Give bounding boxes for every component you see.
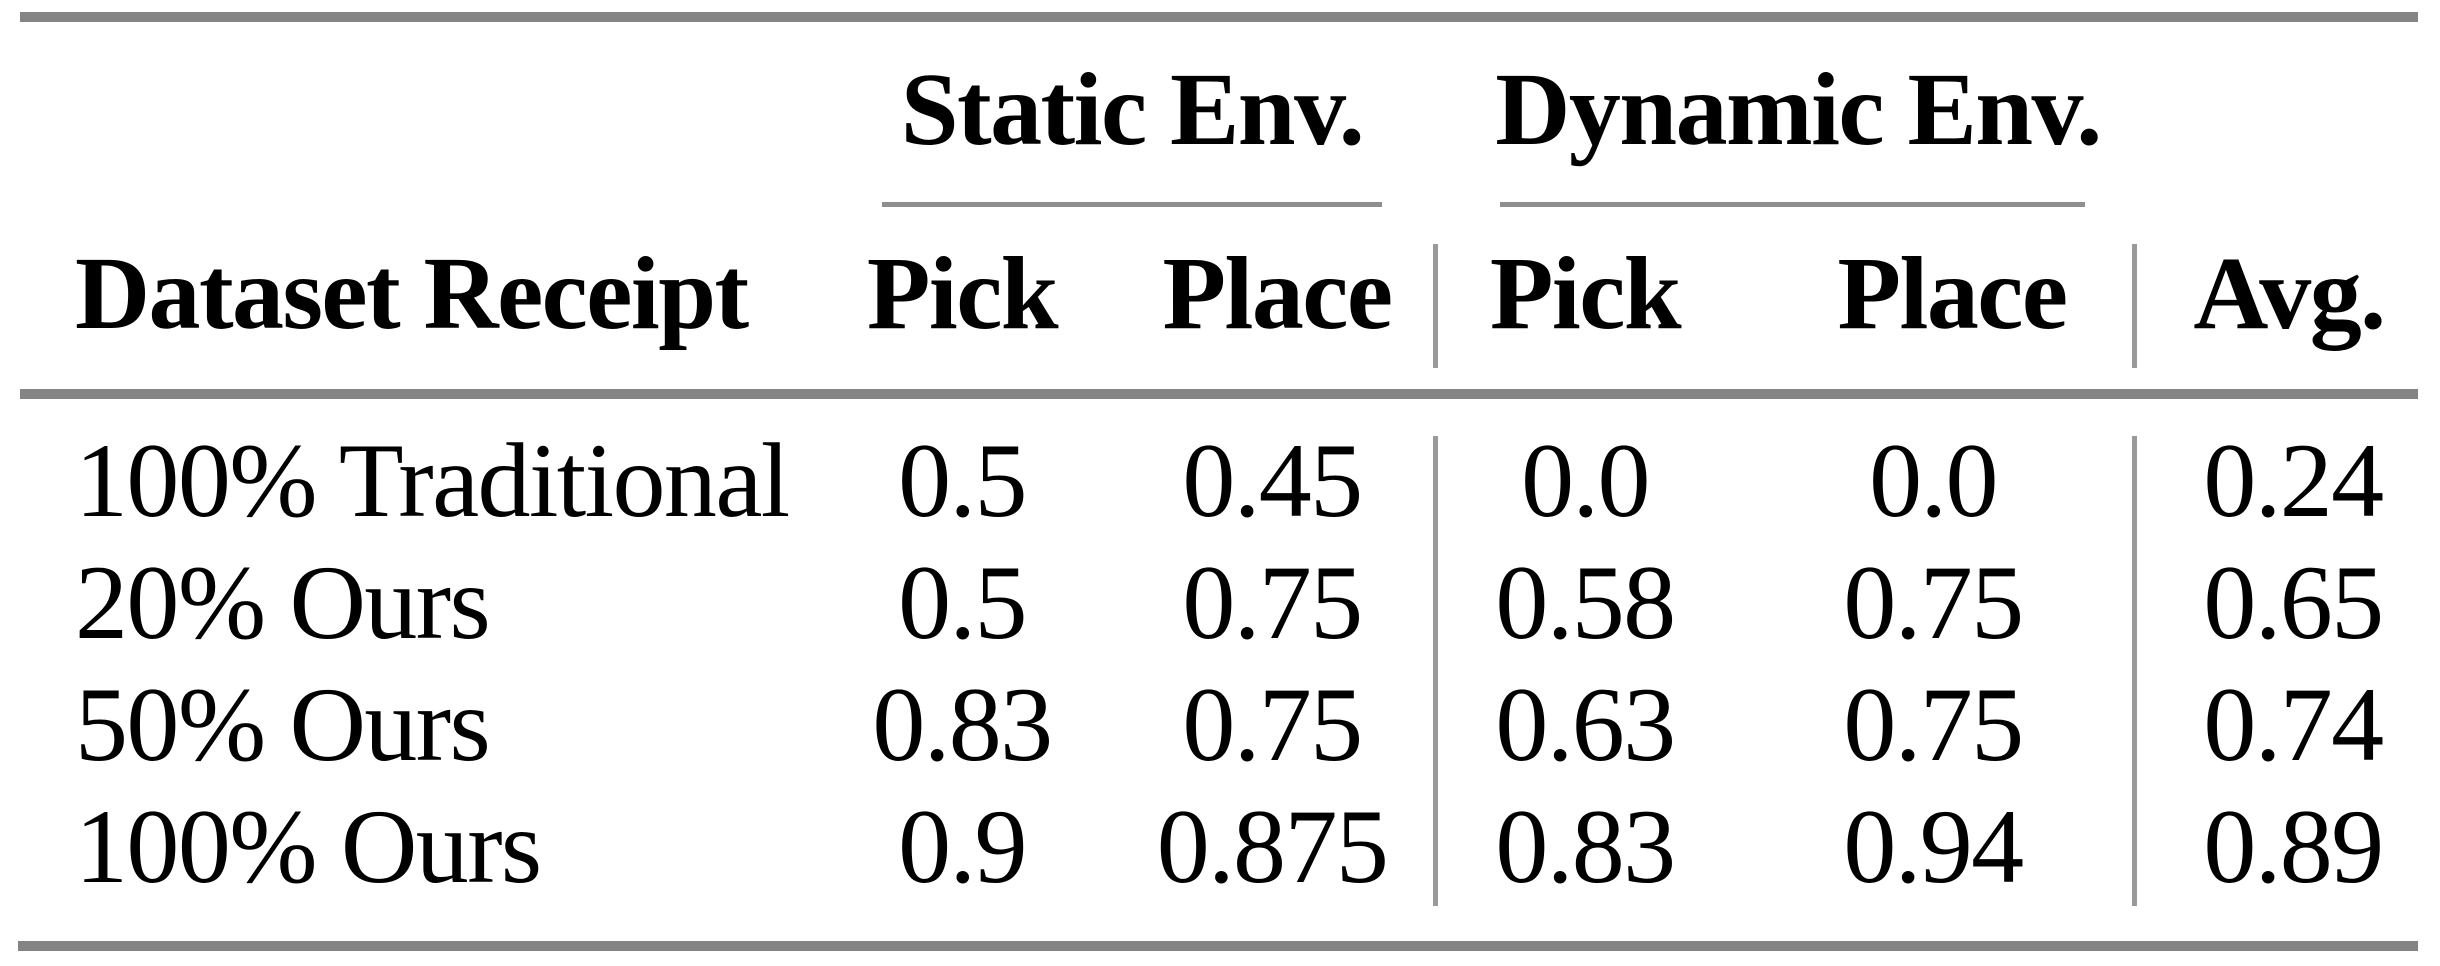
cell-avg: 0.65 [2203,543,2384,661]
top-rule [20,12,2418,22]
cell-dynamic-place: 0.75 [1843,665,2024,783]
header-dataset-receipt: Dataset Receipt [75,235,749,351]
row-label: 100% Traditional [75,421,790,539]
cell-static-place: 0.45 [1182,421,1363,539]
cell-dynamic-place: 0.0 [1869,421,1998,539]
header-avg: Avg. [2193,235,2386,351]
cell-avg: 0.74 [2203,665,2384,783]
column-group-static-env: Static Env. [900,51,1365,167]
cell-static-place: 0.875 [1156,787,1389,905]
vertical-rule-dynamic-avg-body [2132,436,2137,906]
header-separator-rule [20,389,2418,399]
column-group-dynamic-env: Dynamic Env. [1495,51,2102,167]
cell-avg: 0.89 [2203,787,2384,905]
header-dynamic-place: Place [1837,235,2069,351]
header-static-place: Place [1162,235,1394,351]
cell-static-pick: 0.5 [898,543,1027,661]
bottom-rule [18,941,2418,951]
cell-avg: 0.24 [2203,421,2384,539]
cell-dynamic-pick: 0.63 [1495,665,1676,783]
row-label: 20% Ours [75,543,491,661]
cell-static-place: 0.75 [1182,543,1363,661]
cell-dynamic-pick: 0.58 [1495,543,1676,661]
vertical-rule-static-dynamic-body [1433,436,1438,906]
vertical-rule-dynamic-avg-header [2132,244,2137,368]
row-label: 100% Ours [75,787,542,905]
cell-dynamic-place: 0.94 [1843,787,2024,905]
cell-dynamic-pick: 0.0 [1521,421,1650,539]
vertical-rule-static-dynamic-header [1433,244,1438,368]
cell-static-pick: 0.83 [872,665,1053,783]
header-static-pick: Pick [866,235,1059,351]
cell-dynamic-place: 0.75 [1843,543,2024,661]
header-dynamic-pick: Pick [1489,235,1682,351]
row-label: 50% Ours [75,665,491,783]
cell-dynamic-pick: 0.83 [1495,787,1676,905]
dynamic-env-cmidrule [1500,202,2085,207]
cell-static-pick: 0.9 [898,787,1027,905]
cell-static-pick: 0.5 [898,421,1027,539]
static-env-cmidrule [882,202,1382,207]
cell-static-place: 0.75 [1182,665,1363,783]
